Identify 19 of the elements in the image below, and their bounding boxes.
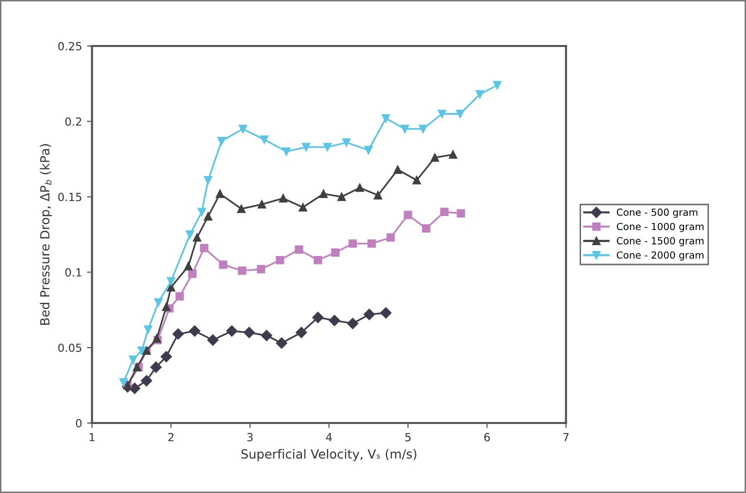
legend-label: Cone - 1500 gram: [616, 237, 704, 246]
y-tick-label: 0.2: [65, 117, 82, 126]
x-tick-label: 3: [247, 432, 253, 442]
x-tick-label: 1: [90, 433, 95, 442]
y-tick-label: 0.15: [58, 192, 82, 202]
y-tick-label: 0.05: [58, 344, 82, 352]
legend-label: Cone - 2000 gram: [616, 251, 704, 261]
legend-label: Cone - 1000 gram: [616, 222, 704, 232]
y-tick-label: 0: [76, 418, 82, 428]
x-tick-label: 5: [405, 433, 411, 442]
y-tick-label: 0.25: [58, 42, 82, 50]
x-tick-label: 7: [563, 433, 569, 442]
x-axis-title: Superficial Velocity, Vₛ (m/s): [241, 449, 416, 462]
y-tick-label: 0.1: [65, 268, 82, 277]
legend-label: Cone - 500 gram: [616, 208, 698, 218]
x-tick-label: 4: [326, 433, 332, 442]
x-tick-label: 6: [484, 432, 490, 442]
x-tick-label: 2: [168, 432, 174, 442]
y-axis-title: Bed Pressure Drop, ΔP$_{b}$ (kPa): [40, 144, 52, 325]
